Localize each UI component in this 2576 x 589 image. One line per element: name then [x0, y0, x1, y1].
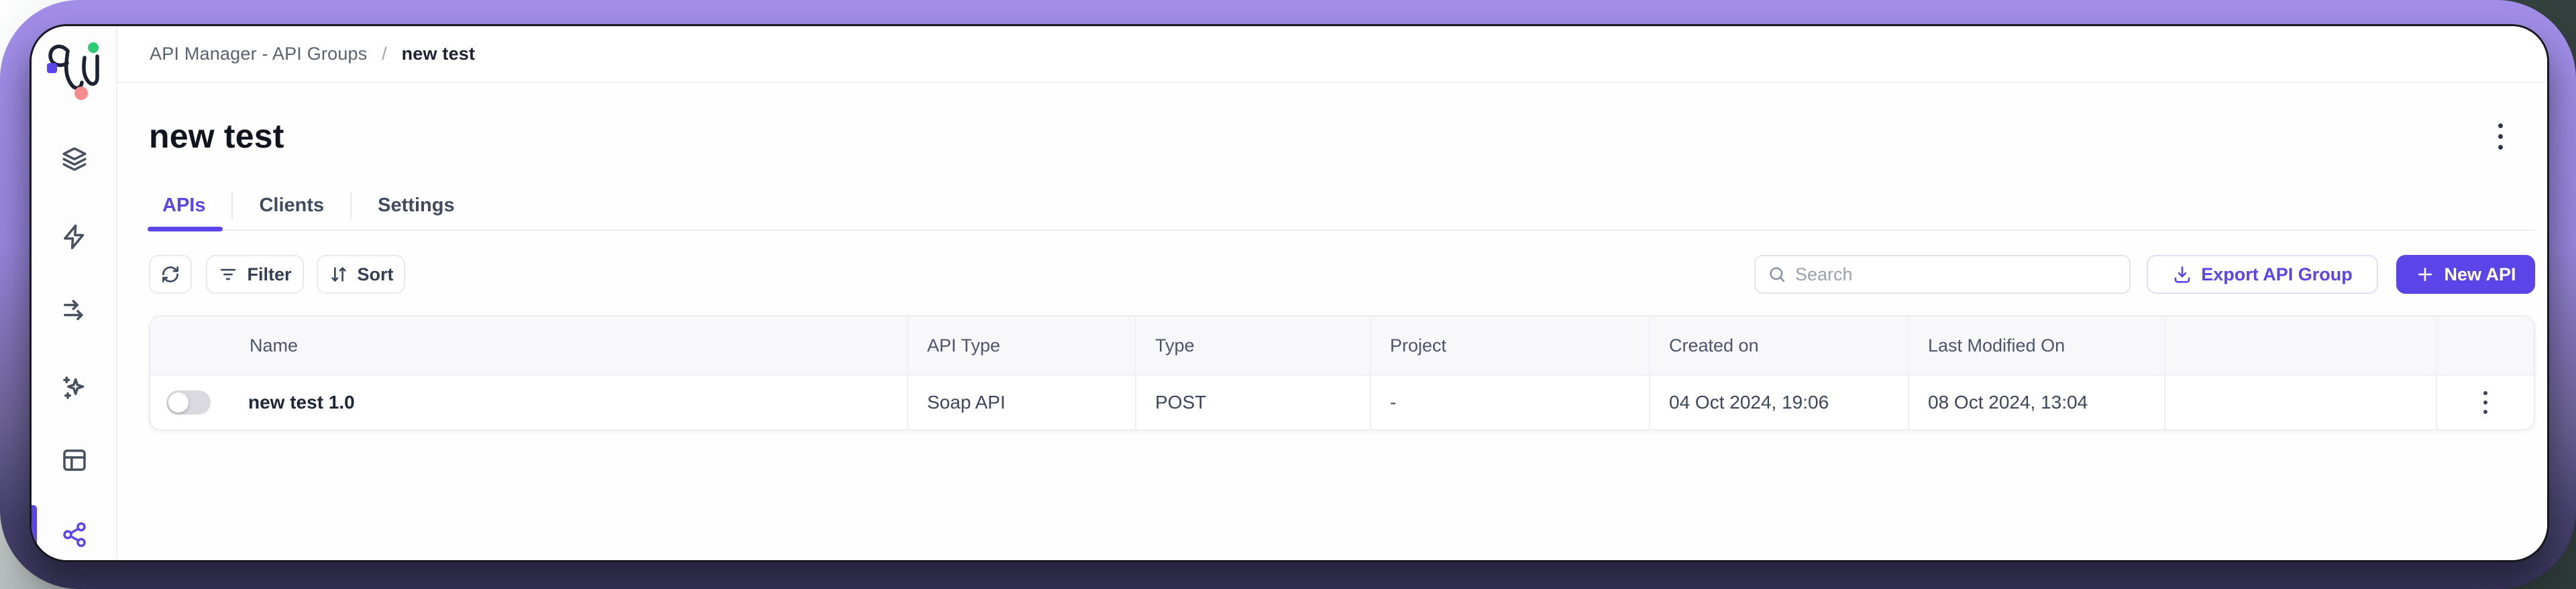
filter-label: Filter	[247, 264, 292, 284]
breadcrumb-separator: /	[382, 44, 387, 64]
page-title: new test	[149, 117, 284, 155]
breadcrumb-current: new test	[401, 44, 476, 64]
search-box	[1754, 255, 2131, 294]
breadcrumb: API Manager - API Groups / new test	[150, 44, 475, 64]
download-icon	[2174, 266, 2190, 283]
col-actions	[2436, 317, 2534, 374]
tab-divider	[231, 191, 233, 219]
refresh-icon	[162, 266, 178, 282]
tab-rule	[148, 227, 2535, 232]
col-name: Name	[250, 335, 299, 356]
row-project: -	[1370, 376, 1649, 429]
sidebar-item-ai[interactable]	[60, 373, 89, 403]
breadcrumb-bar: API Manager - API Groups / new test	[117, 26, 2547, 83]
row-enable-toggle[interactable]	[166, 390, 211, 415]
toolbar: Filter Sort	[149, 255, 2535, 294]
col-spare	[2164, 317, 2436, 374]
tab-divider	[350, 191, 352, 219]
tab-clients[interactable]: Clients	[259, 194, 325, 216]
new-api-label: New API	[2444, 264, 2516, 284]
main-area: API Manager - API Groups / new test new …	[117, 26, 2547, 560]
search-input[interactable]	[1795, 264, 2117, 285]
col-type: Type	[1135, 317, 1370, 374]
plus-icon	[2418, 267, 2432, 282]
row-spare	[2164, 376, 2436, 429]
sidebar	[32, 26, 117, 560]
active-tab-indicator	[148, 227, 223, 231]
filter-button[interactable]: Filter	[206, 255, 304, 294]
table-header: Name API Type Type Project Created on La…	[150, 317, 2534, 374]
sidebar-item-flows[interactable]	[60, 296, 89, 325]
app-window: API Manager - API Groups / new test new …	[30, 24, 2549, 562]
row-type: POST	[1135, 376, 1370, 429]
col-api-type: API Type	[907, 317, 1135, 374]
row-name: new test 1.0	[248, 392, 355, 413]
sidebar-active-indicator	[32, 505, 37, 555]
col-last-modified-on: Last Modified On	[1908, 317, 2164, 374]
api-table: Name API Type Type Project Created on La…	[149, 315, 2535, 431]
page-menu-kebab-icon[interactable]	[2491, 119, 2510, 154]
search-icon	[1770, 267, 1785, 282]
sort-icon	[331, 267, 346, 282]
refresh-button[interactable]	[149, 255, 192, 294]
sidebar-item-layers[interactable]	[60, 145, 89, 174]
breadcrumb-trail[interactable]: API Manager - API Groups	[150, 44, 368, 64]
col-created-on: Created on	[1649, 317, 1908, 374]
row-api-type: Soap API	[907, 376, 1135, 429]
sort-label: Sort	[357, 264, 394, 284]
layers-icon	[62, 147, 87, 171]
sidebar-item-share[interactable]	[60, 520, 89, 549]
table-row[interactable]: new test 1.0 Soap API POST - 04 Oct 2024…	[150, 374, 2534, 429]
tab-bar: APIs Clients Settings	[149, 184, 2535, 227]
sidebar-item-events[interactable]	[60, 222, 89, 252]
tab-apis[interactable]: APIs	[162, 194, 206, 216]
row-menu-kebab-icon[interactable]	[2475, 386, 2496, 419]
export-label: Export API Group	[2201, 264, 2353, 284]
sidebar-item-panels[interactable]	[60, 445, 89, 475]
app-logo-icon[interactable]	[46, 40, 100, 101]
sparkles-icon	[63, 376, 85, 399]
panels-icon	[63, 449, 86, 471]
col-project: Project	[1370, 317, 1649, 374]
export-api-group-button[interactable]: Export API Group	[2147, 255, 2378, 294]
page-content: new test APIs Clients Settings	[117, 83, 2547, 431]
row-last-modified-on: 08 Oct 2024, 13:04	[1908, 376, 2164, 429]
new-api-button[interactable]: New API	[2396, 255, 2535, 294]
flow-arrows-icon	[64, 300, 83, 321]
row-created-on: 04 Oct 2024, 19:06	[1649, 376, 1908, 429]
share-icon	[63, 522, 86, 547]
zap-icon	[64, 224, 85, 250]
filter-icon	[221, 268, 236, 280]
sort-button[interactable]: Sort	[317, 255, 405, 294]
tab-settings[interactable]: Settings	[378, 194, 455, 216]
